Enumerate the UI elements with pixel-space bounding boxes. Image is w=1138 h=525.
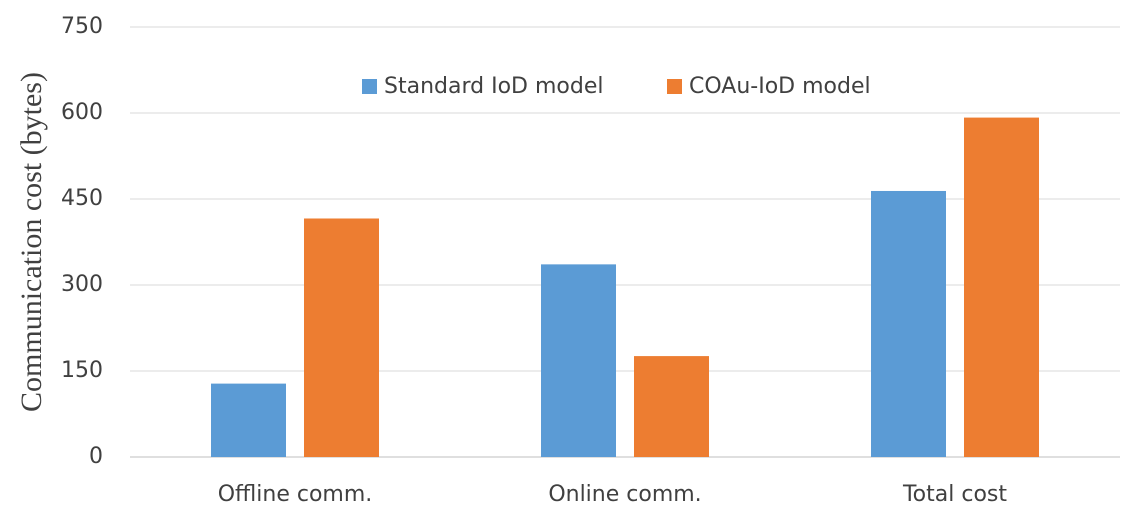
y-tick-label: 600 [61,100,103,125]
bar [541,264,616,457]
y-tick-label: 150 [61,358,103,383]
bar [634,356,709,457]
y-tick-label: 300 [61,272,103,297]
x-tick-label: Total cost [902,482,1007,507]
bar [964,117,1039,457]
bar [211,383,286,457]
bar [304,218,379,457]
y-tick-label: 0 [89,444,103,469]
y-axis-label: Communication cost (bytes) [15,72,48,412]
x-tick-label: Offline comm. [218,482,373,507]
legend-label: Standard IoD model [384,74,603,99]
y-tick-label: 450 [61,186,103,211]
legend-label: COAu-IoD model [689,74,871,99]
bar [871,190,946,457]
legend-swatch [667,79,682,94]
legend-swatch [362,79,377,94]
y-tick-label: 750 [61,14,103,39]
x-tick-label: Online comm. [548,482,701,507]
